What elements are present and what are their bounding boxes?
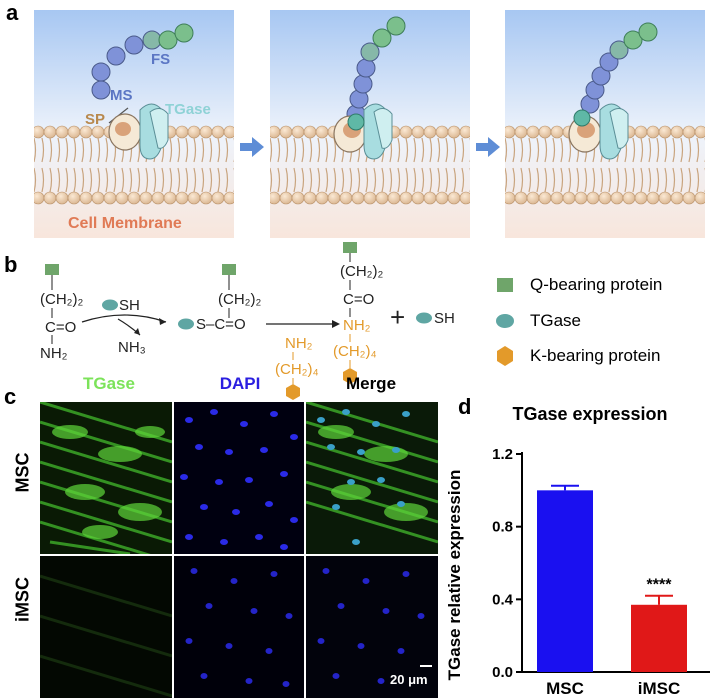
micrograph-msc-merge bbox=[306, 402, 438, 554]
y-tick-label: 0.0 bbox=[492, 664, 513, 681]
ch2-group-1: (CH₂)₂ bbox=[40, 291, 83, 308]
y-tick-label: 0.4 bbox=[492, 591, 514, 608]
legend-label-q: Q-bearing protein bbox=[530, 275, 663, 294]
k-protein-icon bbox=[286, 384, 300, 400]
row-header-imsc: iMSC bbox=[12, 577, 33, 622]
micrograph-msc-tgase bbox=[40, 402, 172, 554]
scene-3 bbox=[505, 10, 705, 238]
tgase-label: TGase bbox=[165, 101, 211, 118]
isopeptide-amine: NH₂ bbox=[343, 317, 371, 334]
q-protein-icon bbox=[222, 264, 236, 275]
thiol-1: SH bbox=[119, 297, 140, 314]
reaction-scheme: (CH₂)₂ C=O NH₂ SH NH₃ (CH₂)₂ S–C=O NH₂ (… bbox=[40, 242, 455, 400]
ammonia: NH₃ bbox=[118, 339, 146, 356]
amine-1: NH₂ bbox=[40, 345, 68, 362]
lys-amine: NH₂ bbox=[285, 335, 313, 352]
y-tick-label: 0.8 bbox=[492, 519, 513, 536]
chart-title: TGase expression bbox=[512, 404, 667, 424]
arrow-icon bbox=[476, 137, 500, 157]
plus-sign: + bbox=[390, 302, 405, 332]
carbonyl-1: C=O bbox=[45, 319, 76, 336]
panel-letter-b: b bbox=[4, 252, 18, 277]
panel-letter-c: c bbox=[4, 384, 17, 409]
fs-label: FS bbox=[151, 51, 170, 68]
micrograph-imsc-tgase bbox=[40, 556, 172, 698]
tgase-enzyme-icon bbox=[416, 312, 432, 324]
micrograph-msc-dapi bbox=[174, 402, 304, 554]
micrograph-imsc-dapi bbox=[174, 556, 304, 698]
tgase-enzyme-icon bbox=[102, 299, 118, 311]
q-protein-icon bbox=[45, 264, 59, 275]
ms-label: MS bbox=[110, 87, 133, 104]
k-protein-icon bbox=[343, 368, 357, 384]
column-header-dapi: DAPI bbox=[219, 374, 261, 393]
ch2-group-2: (CH₂)₂ bbox=[218, 291, 261, 308]
sp-label: SP bbox=[85, 111, 105, 128]
thiol-2: SH bbox=[434, 310, 455, 327]
column-header-tgase: TGase bbox=[83, 374, 135, 393]
significance-marker: **** bbox=[647, 577, 673, 594]
y-tick-label: 1.2 bbox=[492, 446, 513, 463]
scale-bar bbox=[420, 665, 432, 667]
lys-chain: (CH₂)₄ bbox=[275, 361, 319, 378]
q-protein-icon bbox=[343, 242, 357, 253]
bar-chart: TGase expression TGase relative expressi… bbox=[445, 404, 710, 698]
hexagon-icon bbox=[497, 346, 513, 366]
row-header-msc: MSC bbox=[12, 452, 33, 493]
lys-chain-2: (CH₂)₄ bbox=[333, 343, 377, 360]
legend-label-k: K-bearing protein bbox=[530, 346, 661, 365]
x-tick-label: iMSC bbox=[638, 679, 681, 698]
ch2-group-3: (CH₂)₂ bbox=[340, 263, 383, 280]
panel-a-schematic: FS MS SP TGase Cell Membrane bbox=[34, 10, 705, 238]
scale-bar-label: 20 μm bbox=[390, 672, 428, 687]
panel-letter-a: a bbox=[6, 0, 19, 25]
y-axis-label: TGase relative expression bbox=[445, 470, 464, 681]
bar-msc bbox=[537, 490, 593, 672]
scene-2 bbox=[270, 10, 470, 238]
arrow-icon bbox=[240, 137, 264, 157]
cell-membrane-label: Cell Membrane bbox=[68, 215, 182, 232]
ellipse-icon bbox=[496, 314, 514, 328]
carbonyl-3: C=O bbox=[343, 291, 374, 308]
x-tick-label: MSC bbox=[546, 679, 584, 698]
scene-1: FS MS SP TGase Cell Membrane bbox=[34, 10, 234, 238]
square-icon bbox=[497, 278, 513, 292]
legend-label-tgase: TGase bbox=[530, 311, 582, 330]
panel-letter-d: d bbox=[458, 394, 472, 419]
legend-symbols bbox=[496, 278, 514, 366]
column-header-merge: Merge bbox=[345, 374, 397, 393]
micrograph-imsc-merge: 20 μm bbox=[306, 556, 438, 698]
tgase-enzyme-icon bbox=[178, 318, 194, 330]
bar-imsc bbox=[631, 604, 687, 672]
thioester: S–C=O bbox=[196, 316, 246, 333]
